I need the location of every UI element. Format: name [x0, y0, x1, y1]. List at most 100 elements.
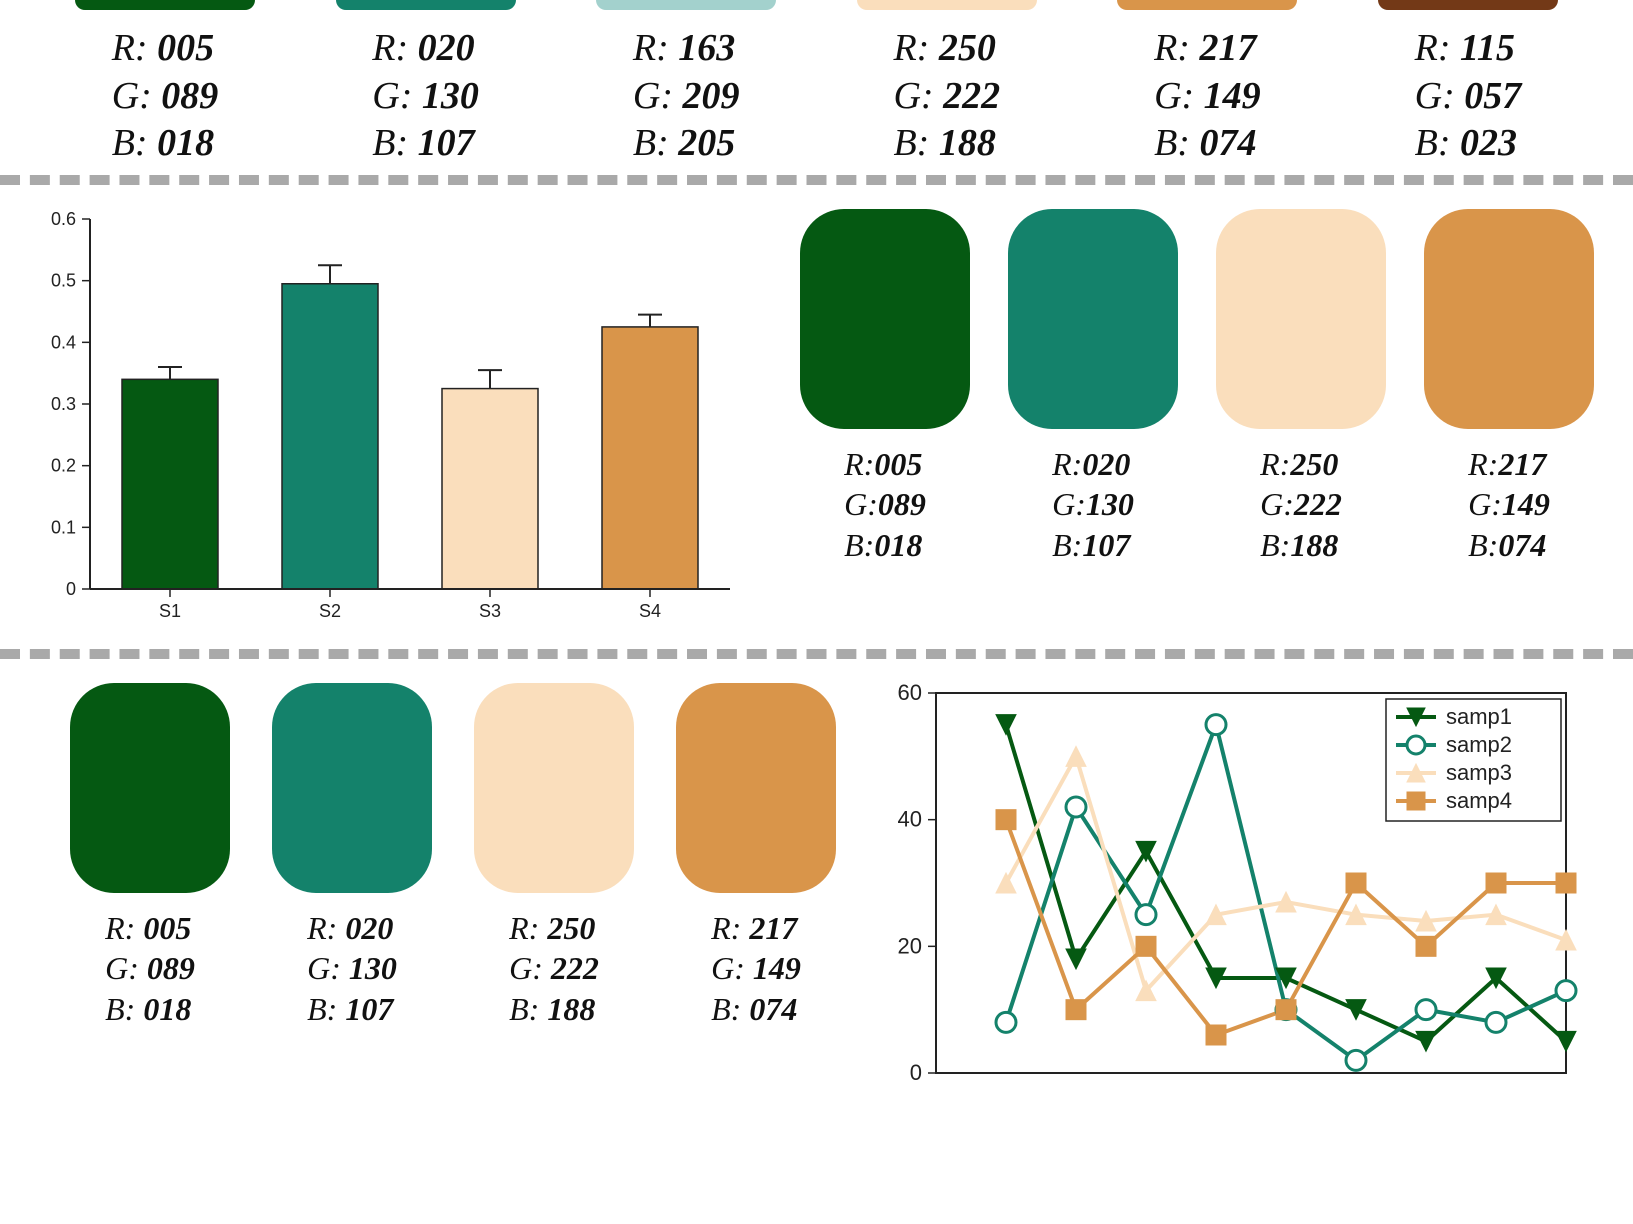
b-prefix: B:: [1154, 122, 1190, 164]
b-prefix: B:: [307, 991, 337, 1027]
rgb-values: R: 250 G: 222 B: 188: [509, 909, 599, 1028]
rgb-b: B: 018: [105, 990, 191, 1028]
r-prefix: R:: [1052, 446, 1082, 482]
rgb-values: R:250 G:222 B:188: [1260, 445, 1342, 564]
g-prefix: G:: [1260, 486, 1294, 522]
rgb-values: R:005 G:089 B:018: [844, 445, 926, 564]
g-prefix: G:: [633, 75, 673, 117]
swatch-col: R: 217 G: 149 B: 074: [1082, 0, 1332, 167]
svg-text:0.4: 0.4: [51, 332, 76, 352]
svg-text:60: 60: [898, 683, 922, 705]
rgb-b: B: 107: [307, 990, 393, 1028]
swatch-col: R: 020 G: 130 B: 107: [301, 0, 551, 167]
b-val: 018: [143, 991, 191, 1027]
swatch-col: R: 163 G: 209 B: 205: [561, 0, 811, 167]
g-prefix: G:: [1415, 75, 1455, 117]
rgb-r: R: 217: [711, 909, 797, 947]
b-prefix: B:: [509, 991, 539, 1027]
rgb-g: G:149: [1468, 485, 1550, 523]
swatch: [70, 683, 230, 893]
svg-text:S2: S2: [319, 601, 341, 621]
g-val: 130: [349, 950, 397, 986]
g-val: 149: [1502, 486, 1550, 522]
rgb-r: R: 250: [893, 26, 995, 72]
swatch-col: R:005 G:089 B:018: [800, 209, 970, 564]
svg-text:0.2: 0.2: [51, 455, 76, 475]
rgb-r: R: 005: [112, 26, 214, 72]
b-val: 188: [547, 991, 595, 1027]
r-val: 163: [678, 27, 735, 69]
rgb-values: R:020 G:130 B:107: [1052, 445, 1134, 564]
swatch: [1216, 209, 1386, 429]
svg-text:S1: S1: [159, 601, 181, 621]
swatch: [857, 0, 1037, 10]
rgb-g: G: 130: [307, 949, 397, 987]
svg-text:20: 20: [898, 933, 922, 958]
b-val: 018: [157, 122, 214, 164]
r-prefix: R:: [711, 910, 741, 946]
rgb-g: G: 057: [1415, 74, 1522, 120]
palette-6-row: R: 005 G: 089 B: 018 R: 020 G: 130 B: 10…: [0, 0, 1633, 175]
svg-text:0.3: 0.3: [51, 394, 76, 414]
swatch: [676, 683, 836, 893]
swatch-col: R: 020 G: 130 B: 107: [272, 683, 432, 1028]
swatch: [1008, 209, 1178, 429]
g-val: 222: [943, 75, 1000, 117]
g-prefix: G:: [1468, 486, 1502, 522]
swatch-col: R: 005 G: 089 B: 018: [40, 0, 290, 167]
b-prefix: B:: [1260, 527, 1290, 563]
svg-text:0.5: 0.5: [51, 270, 76, 290]
rgb-b: B: 023: [1415, 121, 1517, 167]
rgb-values: R: 020 G: 130 B: 107: [307, 909, 397, 1028]
rgb-r: R: 217: [1154, 26, 1256, 72]
rgb-g: G: 222: [893, 74, 1000, 120]
svg-text:0.1: 0.1: [51, 517, 76, 537]
swatch-col: R:250 G:222 B:188: [1216, 209, 1386, 564]
r-val: 217: [1498, 446, 1546, 482]
r-val: 250: [547, 910, 595, 946]
g-val: 130: [1086, 486, 1134, 522]
g-prefix: G:: [307, 950, 341, 986]
rgb-b: B:074: [1468, 526, 1546, 564]
g-prefix: G:: [105, 950, 139, 986]
g-val: 089: [878, 486, 926, 522]
swatch: [1424, 209, 1594, 429]
r-prefix: R:: [1260, 446, 1290, 482]
swatch: [75, 0, 255, 10]
rgb-g: G: 089: [112, 74, 219, 120]
rgb-g: G: 222: [509, 949, 599, 987]
b-val: 188: [1290, 527, 1338, 563]
svg-text:0: 0: [910, 1060, 922, 1085]
swatch: [800, 209, 970, 429]
g-prefix: G:: [372, 75, 412, 117]
swatch: [1117, 0, 1297, 10]
g-val: 130: [422, 75, 479, 117]
swatch-col: R: 250 G: 222 B: 188: [822, 0, 1072, 167]
bar-chart: 00.10.20.30.40.50.6S1S2S3S4: [20, 209, 740, 639]
swatch-col: R: 115 G: 057 B: 023: [1343, 0, 1593, 167]
rgb-r: R: 005: [105, 909, 191, 947]
r-prefix: R:: [509, 910, 539, 946]
r-val: 020: [418, 27, 475, 69]
r-prefix: R:: [1468, 446, 1498, 482]
b-prefix: B:: [1468, 527, 1498, 563]
r-val: 005: [143, 910, 191, 946]
rgb-r: R: 020: [307, 909, 393, 947]
line-chart: 0204060samp1samp2samp3samp4: [866, 683, 1586, 1113]
r-prefix: R:: [844, 446, 874, 482]
b-val: 107: [345, 991, 393, 1027]
section-divider: [0, 649, 1633, 659]
rgb-r: R: 250: [509, 909, 595, 947]
g-val: 222: [551, 950, 599, 986]
rgb-g: G: 149: [1154, 74, 1261, 120]
rgb-values: R: 020 G: 130 B: 107: [372, 26, 479, 167]
r-val: 020: [345, 910, 393, 946]
r-prefix: R:: [307, 910, 337, 946]
swatch-col: R: 250 G: 222 B: 188: [474, 683, 634, 1028]
rgb-values: R: 217 G: 149 B: 074: [1154, 26, 1261, 167]
svg-text:samp3: samp3: [1446, 760, 1512, 785]
r-val: 217: [1199, 27, 1256, 69]
b-val: 018: [874, 527, 922, 563]
rgb-r: R: 115: [1415, 26, 1515, 72]
rgb-b: B: 188: [509, 990, 595, 1028]
